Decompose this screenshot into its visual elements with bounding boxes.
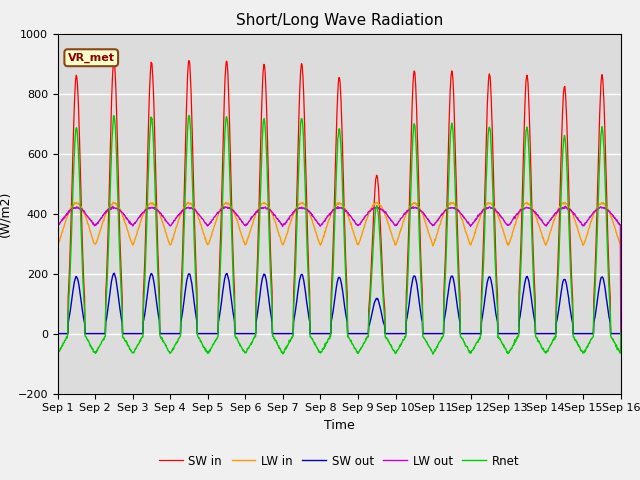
Line: Rnet: Rnet	[58, 116, 621, 354]
LW out	[427, 220, 435, 226]
LW in	[617, 330, 625, 336]
Rnet	[551, 336, 559, 342]
SW out	[500, 331, 508, 336]
LW out	[54, 223, 61, 228]
SW in	[54, 331, 61, 336]
LW in	[550, 216, 558, 222]
X-axis label: Time: Time	[324, 419, 355, 432]
LW out	[500, 218, 508, 224]
SW out	[166, 331, 173, 336]
SW out	[550, 331, 558, 336]
SW in	[500, 331, 508, 336]
Rnet	[501, 345, 509, 351]
LW out	[242, 222, 250, 228]
LW out	[617, 331, 625, 336]
LW out	[165, 222, 173, 228]
Title: Short/Long Wave Radiation: Short/Long Wave Radiation	[236, 13, 443, 28]
Line: LW in: LW in	[58, 202, 621, 333]
Rnet	[243, 350, 250, 356]
Rnet	[429, 351, 436, 357]
Line: SW in: SW in	[58, 60, 621, 334]
SW in	[550, 331, 558, 336]
SW out	[617, 331, 625, 337]
LW in	[109, 199, 117, 205]
Text: VR_met: VR_met	[68, 53, 115, 63]
Rnet	[54, 350, 61, 356]
Rnet	[617, 330, 625, 336]
SW in	[427, 331, 435, 336]
LW out	[562, 204, 570, 209]
SW in	[166, 331, 173, 336]
LW in	[427, 237, 435, 243]
SW in	[243, 331, 250, 336]
SW out	[54, 331, 61, 336]
SW in	[110, 58, 118, 63]
SW out	[243, 331, 250, 336]
SW in	[617, 331, 625, 336]
Rnet	[427, 347, 435, 353]
LW in	[500, 232, 508, 238]
Line: LW out: LW out	[58, 206, 621, 334]
Rnet	[179, 264, 187, 269]
SW in	[179, 228, 187, 234]
SW out	[427, 331, 435, 336]
SW out	[179, 304, 187, 310]
SW out	[111, 270, 118, 276]
LW out	[179, 208, 187, 214]
LW in	[243, 240, 250, 246]
Legend: SW in, LW in, SW out, LW out, Rnet: SW in, LW in, SW out, LW out, Rnet	[154, 450, 524, 472]
LW in	[166, 241, 173, 247]
Y-axis label: (W/m2): (W/m2)	[0, 191, 12, 237]
LW in	[54, 242, 61, 248]
Line: SW out: SW out	[58, 273, 621, 334]
LW out	[550, 213, 557, 218]
Rnet	[185, 113, 193, 119]
LW in	[179, 206, 187, 212]
Rnet	[165, 348, 173, 354]
